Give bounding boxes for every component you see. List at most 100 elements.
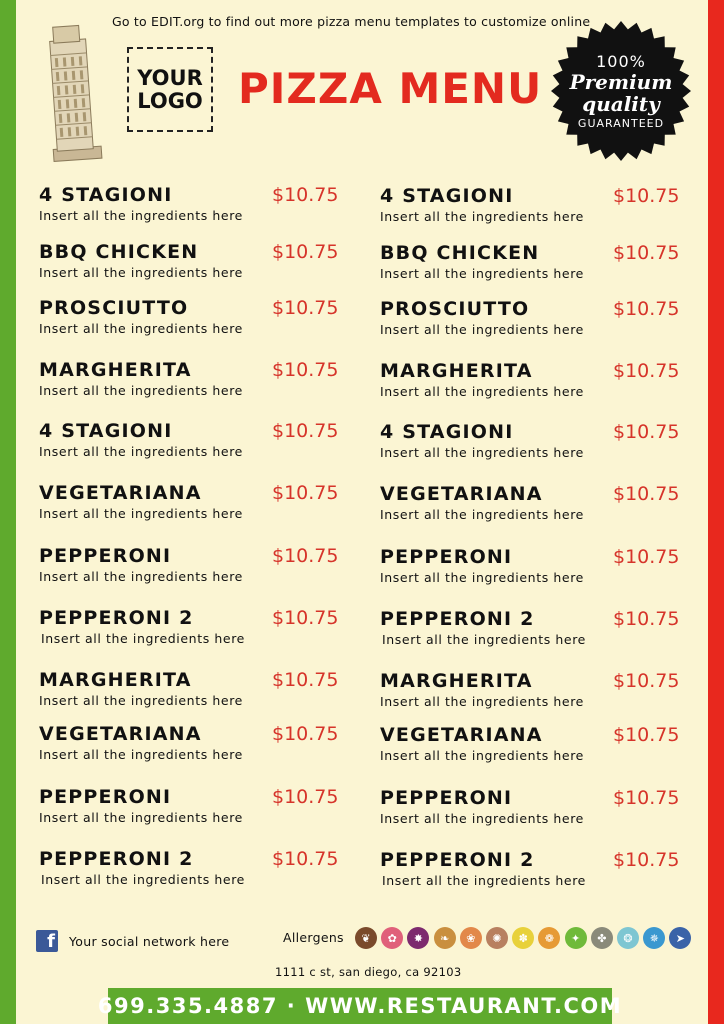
lupin-allergen-icon: ✽: [512, 927, 535, 949]
menu-item-name: MARGHERITA: [380, 360, 533, 382]
menu-item-price: $10.75: [613, 546, 680, 568]
crustaceans-allergen-icon: ✿: [381, 927, 404, 949]
menu-item-name: MARGHERITA: [39, 359, 192, 381]
menu-item-name: VEGETARIANA: [380, 724, 543, 746]
menu-item-description: Insert all the ingredients here: [39, 747, 243, 762]
menu-item-name: PEPPERONI: [380, 546, 513, 568]
menu-item-price: $10.75: [613, 670, 680, 692]
menu-item-description: Insert all the ingredients here: [380, 266, 584, 281]
right-red-stripe: [708, 0, 724, 1024]
promo-text: Go to EDIT.org to find out more pizza me…: [112, 14, 591, 29]
menu-item-description: Insert all the ingredients here: [39, 444, 243, 459]
menu-item-price: $10.75: [272, 184, 339, 206]
menu-item-name: PEPPERONI 2: [380, 849, 535, 871]
menu-item-price: $10.75: [272, 723, 339, 745]
menu-item-price: $10.75: [613, 242, 680, 264]
menu-item-description: Insert all the ingredients here: [380, 209, 584, 224]
menu-item-price: $10.75: [272, 786, 339, 808]
menu-item-name: PEPPERONI 2: [39, 848, 194, 870]
menu-item-description: Insert all the ingredients here: [39, 693, 243, 708]
menu-item-description: Insert all the ingredients here: [39, 810, 243, 825]
nuts-allergen-icon: ✤: [590, 927, 613, 949]
menu-item-name: PEPPERONI 2: [39, 607, 194, 629]
menu-item-name: 4 STAGIONI: [39, 184, 173, 206]
menu-item-name: 4 STAGIONI: [380, 421, 514, 443]
premium-quality-badge: 100% Premium quality GUARANTEED: [550, 20, 692, 162]
menu-item-description: Insert all the ingredients here: [39, 265, 243, 280]
menu-item-name: PEPPERONI 2: [380, 608, 535, 630]
molluscs-allergen-icon: ❂: [617, 927, 639, 949]
logo-text: YOUR LOGO: [137, 65, 203, 113]
badge-quality: quality: [582, 92, 660, 116]
menu-item-price: $10.75: [613, 483, 680, 505]
sesame-allergen-icon: ✦: [564, 927, 587, 949]
menu-item-description: Insert all the ingredients here: [380, 748, 584, 763]
menu-item-price: $10.75: [613, 298, 680, 320]
menu-item-description: Insert all the ingredients here: [380, 445, 584, 460]
menu-item-price: $10.75: [613, 724, 680, 746]
menu-item-price: $10.75: [272, 848, 339, 870]
mustard-allergen-icon: ❁: [538, 927, 561, 949]
menu-item-description: Insert all the ingredients here: [380, 322, 584, 337]
crab-allergen-icon: ✵: [643, 927, 666, 949]
menu-item-price: $10.75: [613, 185, 680, 207]
menu-item-description: Insert all the ingredients here: [39, 569, 243, 584]
wheat-allergen-icon: ❀: [459, 927, 482, 949]
badge-guaranteed: GUARANTEED: [577, 117, 665, 130]
menu-item-price: $10.75: [272, 545, 339, 567]
menu-item-name: BBQ CHICKEN: [380, 242, 540, 264]
social-network-text: Your social network here: [69, 934, 230, 949]
menu-item-name: PROSCIUTTO: [380, 298, 530, 320]
address-text: 1111 c st, san diego, ca 92103: [275, 965, 462, 979]
menu-item-description: Insert all the ingredients here: [39, 208, 243, 223]
menu-item-price: $10.75: [272, 420, 339, 442]
menu-item-description: Insert all the ingredients here: [380, 694, 584, 709]
menu-item-name: 4 STAGIONI: [380, 185, 514, 207]
facebook-icon[interactable]: f: [36, 930, 58, 952]
contact-bar: 699.335.4887 · WWW.RESTAURANT.COM: [98, 988, 621, 1024]
menu-item-name: VEGETARIANA: [39, 723, 202, 745]
menu-item-name: MARGHERITA: [39, 669, 192, 691]
leaning-tower-icon: [49, 24, 103, 162]
menu-item-name: VEGETARIANA: [380, 483, 543, 505]
menu-item-price: $10.75: [272, 359, 339, 381]
menu-item-name: BBQ CHICKEN: [39, 241, 199, 263]
badge-percent: 100%: [596, 52, 646, 71]
menu-item-description: Insert all the ingredients here: [39, 383, 243, 398]
celery-allergen-icon: ❦: [355, 927, 377, 949]
menu-item-price: $10.75: [272, 297, 339, 319]
egg-allergen-icon: ✸: [407, 927, 430, 949]
menu-item-description: Insert all the ingredients here: [39, 321, 243, 336]
menu-item-name: PROSCIUTTO: [39, 297, 189, 319]
menu-item-name: MARGHERITA: [380, 670, 533, 692]
menu-item-name: PEPPERONI: [39, 545, 172, 567]
menu-item-price: $10.75: [272, 607, 339, 629]
fish-allergen-icon: ➤: [669, 927, 692, 949]
menu-item-price: $10.75: [613, 608, 680, 630]
peanut-allergen-icon: ✺: [486, 927, 508, 949]
menu-item-description: Insert all the ingredients here: [380, 570, 584, 585]
allergens-label: Allergens: [283, 930, 344, 945]
menu-item-description: Insert all the ingredients here: [41, 631, 245, 646]
menu-item-description: Insert all the ingredients here: [380, 507, 584, 522]
menu-item-price: $10.75: [272, 241, 339, 263]
menu-item-price: $10.75: [272, 669, 339, 691]
menu-item-name: 4 STAGIONI: [39, 420, 173, 442]
menu-item-price: $10.75: [613, 849, 680, 871]
left-green-stripe: [0, 0, 16, 1024]
page-title: PIZZA MENU: [238, 64, 543, 113]
menu-item-name: VEGETARIANA: [39, 482, 202, 504]
badge-premium: Premium: [569, 70, 673, 94]
menu-item-price: $10.75: [613, 421, 680, 443]
menu-item-name: PEPPERONI: [380, 787, 513, 809]
menu-item-price: $10.75: [613, 787, 680, 809]
menu-item-description: Insert all the ingredients here: [382, 632, 586, 647]
menu-item-description: Insert all the ingredients here: [39, 506, 243, 521]
gluten-allergen-icon: ❧: [433, 927, 456, 949]
logo-placeholder: YOUR LOGO: [127, 47, 213, 132]
menu-item-price: $10.75: [272, 482, 339, 504]
menu-item-description: Insert all the ingredients here: [41, 872, 245, 887]
contact-bar-text: 699.335.4887 · WWW.RESTAURANT.COM: [97, 994, 623, 1018]
premium-quality-badge-icon: [551, 21, 691, 161]
menu-item-description: Insert all the ingredients here: [380, 811, 584, 826]
